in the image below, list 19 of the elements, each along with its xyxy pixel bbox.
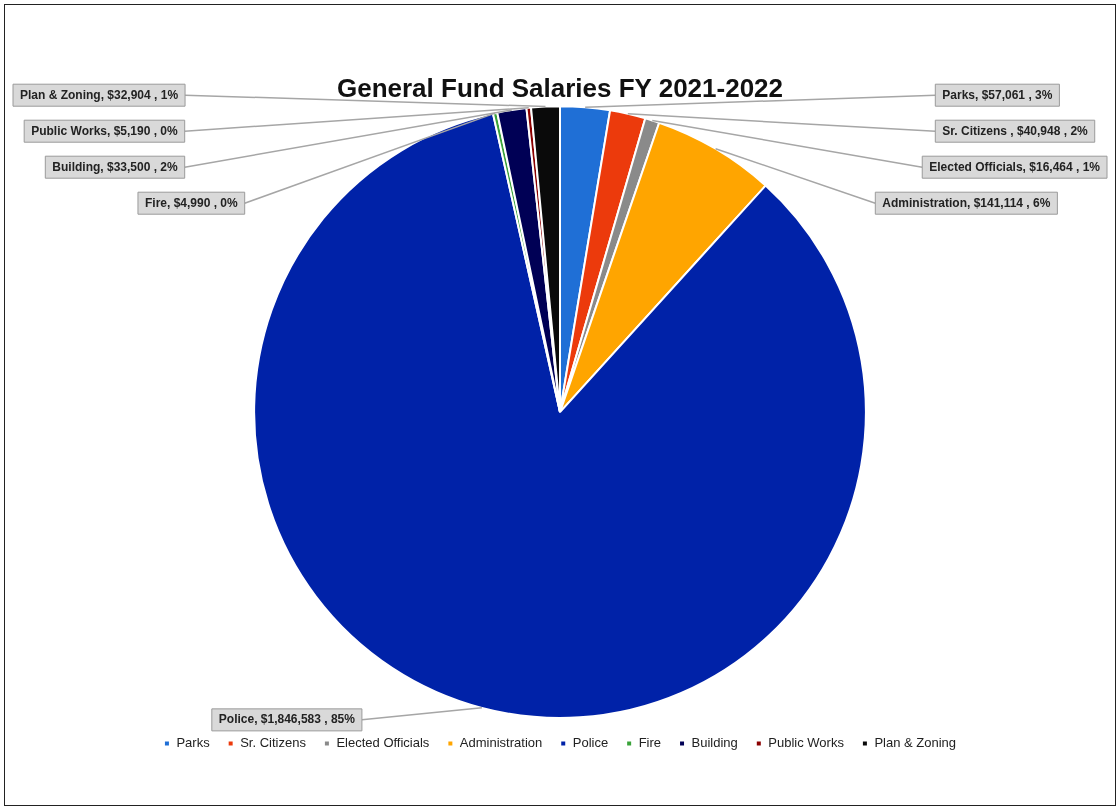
data-label: Fire, $4,990 , 0% (144, 195, 239, 210)
data-label: Building, $33,500 , 2% (52, 159, 179, 174)
data-label: Elected Officials, $16,464 , 1% (929, 159, 1101, 174)
chart-title: General Fund Salaries FY 2021-2022 (336, 72, 784, 103)
legend-label: Elected Officials (336, 735, 430, 751)
legend-label: Building (691, 735, 738, 751)
data-label: Plan & Zoning, $32,904 , 1% (19, 87, 179, 102)
legend-label: Administration (459, 735, 543, 751)
legend-label: Public Works (768, 735, 845, 751)
data-label: Sr. Citizens , $40,948 , 2% (942, 123, 1089, 138)
legend-label: Police (572, 735, 609, 751)
legend-label: Plan & Zoning (874, 735, 957, 751)
legend-label: Fire (638, 735, 662, 751)
data-label: Administration, $141,114 , 6% (882, 195, 1051, 210)
data-label: Parks, $57,061 , 3% (942, 87, 1053, 102)
data-label: Police, $1,846,583 , 85% (218, 712, 356, 727)
legend-label: Sr. Citizens (240, 735, 307, 751)
legend-label: Parks (176, 735, 211, 751)
data-label: Public Works, $5,190 , 0% (31, 123, 179, 138)
